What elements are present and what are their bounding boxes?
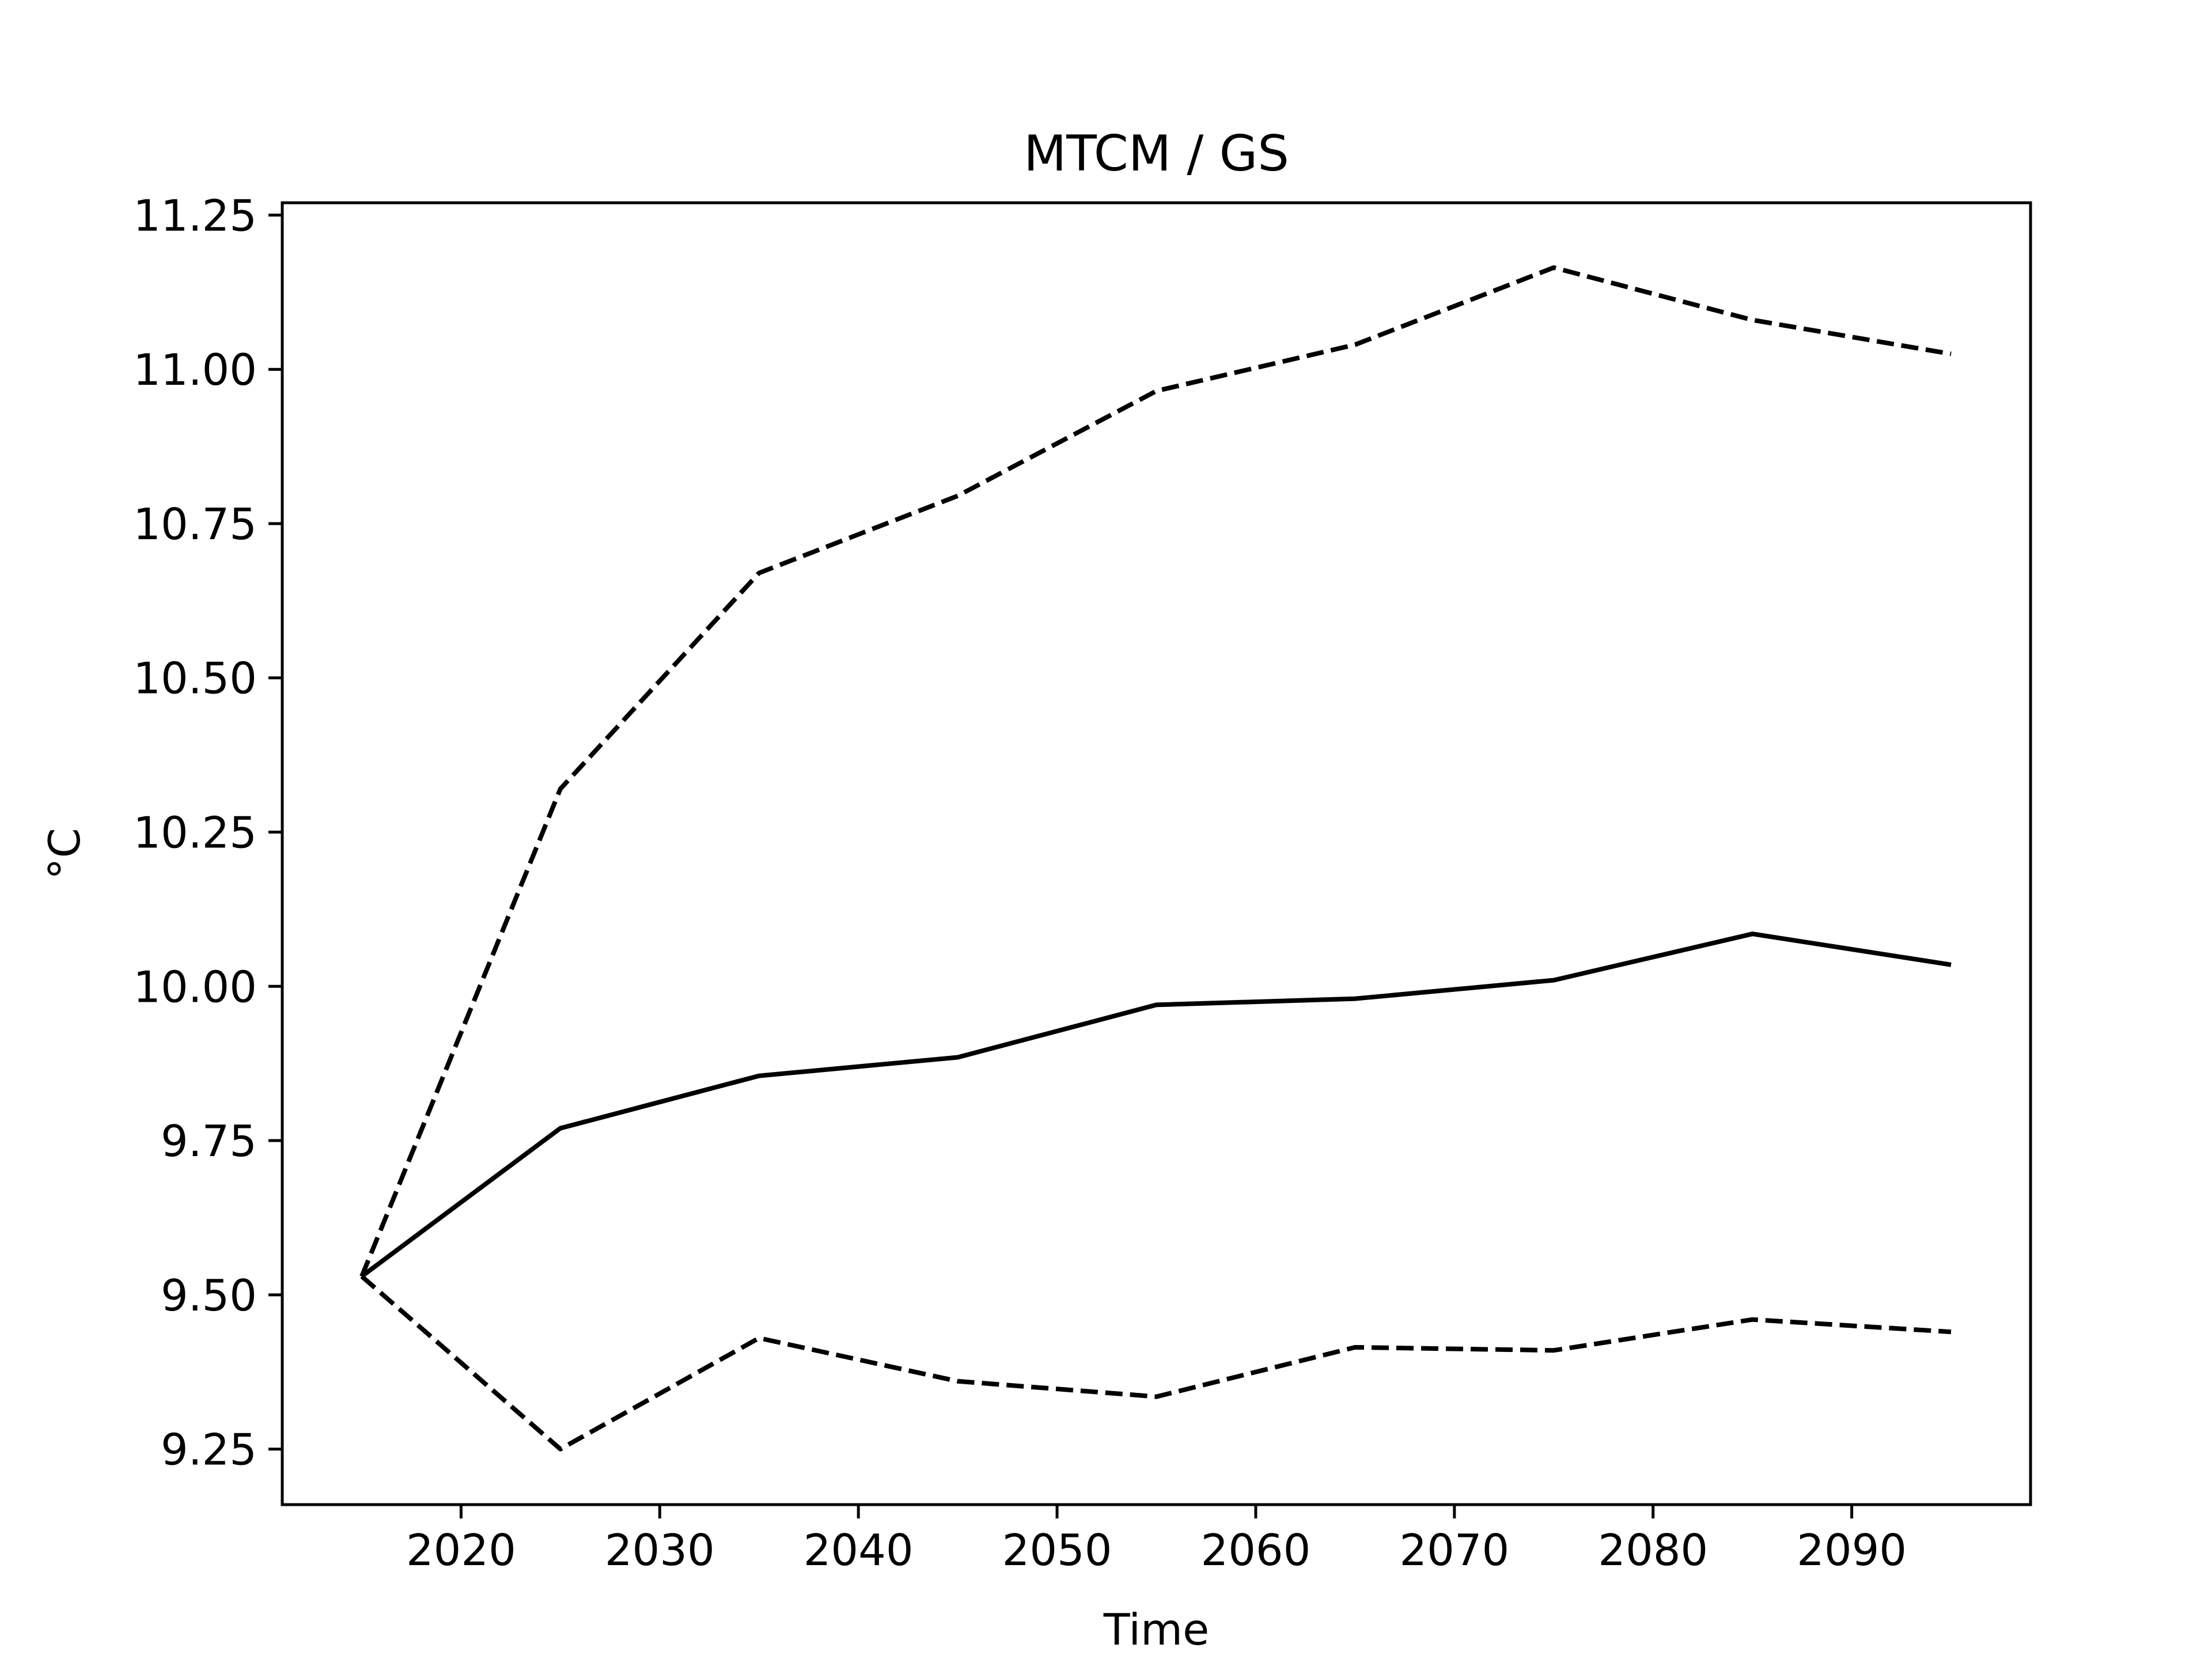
x-axis-label: Time: [1103, 1604, 1210, 1655]
y-tick-label: 11.00: [133, 344, 257, 395]
series-line-1-solid: [360, 931, 1952, 1278]
x-tick-label: 2030: [605, 1525, 715, 1575]
y-tick-label: 9.50: [161, 1270, 257, 1321]
y-tick-label: 10.00: [133, 961, 257, 1012]
series-line-3-dashed: [360, 1274, 1952, 1452]
series-line-2-dashed: [359, 265, 1952, 1278]
y-tick-label: 10.75: [133, 499, 257, 550]
y-tick-label: 9.25: [161, 1425, 257, 1475]
y-tick-label: 10.25: [133, 808, 257, 858]
x-tick-label: 2090: [1797, 1525, 1907, 1575]
plot-frame: [281, 201, 2032, 1506]
y-tick-label: 10.50: [133, 653, 257, 704]
x-tick-label: 2080: [1598, 1525, 1708, 1575]
x-tick-label: 2060: [1201, 1525, 1311, 1575]
x-axis: 2020 2030 2040 2050 2060 2070 2080 2090: [406, 1505, 1907, 1575]
y-axis: 9.25 9.50 9.75 10.00 10.25 10.50 10.75 11.00 11.…: [133, 190, 282, 1475]
y-tick-label: 9.75: [161, 1116, 257, 1166]
series-layer: [359, 265, 1952, 1452]
x-tick-label: 2050: [1002, 1525, 1112, 1575]
x-tick-label: 2040: [804, 1525, 914, 1575]
x-tick-label: 2070: [1399, 1525, 1509, 1575]
y-axis-label: °C: [39, 828, 90, 880]
x-tick-label: 2020: [406, 1525, 516, 1575]
y-tick-label: 11.25: [133, 190, 257, 241]
chart-title: MTCM / GS: [1024, 125, 1289, 183]
